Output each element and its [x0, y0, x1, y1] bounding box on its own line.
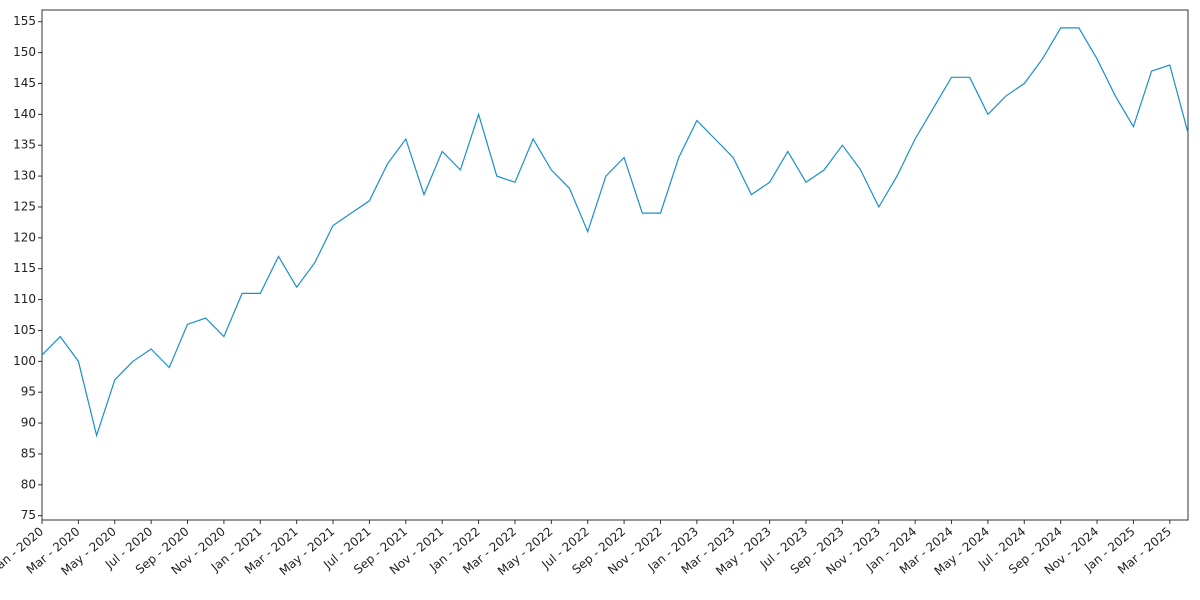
- y-tick-label: 130: [13, 169, 36, 183]
- y-tick-label: 75: [21, 508, 36, 522]
- y-tick-label: 100: [13, 354, 36, 368]
- y-tick-label: 120: [13, 230, 36, 244]
- y-tick-label: 115: [13, 261, 36, 275]
- data-line: [41, 27, 1189, 438]
- y-tick-label: 125: [13, 199, 36, 213]
- y-tick-label: 155: [13, 14, 36, 28]
- y-tick-label: 135: [13, 138, 36, 152]
- plot-frame: [41, 9, 1189, 521]
- y-tick-label: 80: [21, 477, 36, 491]
- y-tick-label: 105: [13, 323, 36, 337]
- y-tick-label: 150: [13, 45, 36, 59]
- y-tick-label: 145: [13, 76, 36, 90]
- y-tick-label: 110: [13, 292, 36, 306]
- y-tick-label: 140: [13, 107, 36, 121]
- y-tick-label: 95: [21, 385, 36, 399]
- y-tick-label: 85: [21, 446, 36, 460]
- y-tick-label: 90: [21, 416, 36, 430]
